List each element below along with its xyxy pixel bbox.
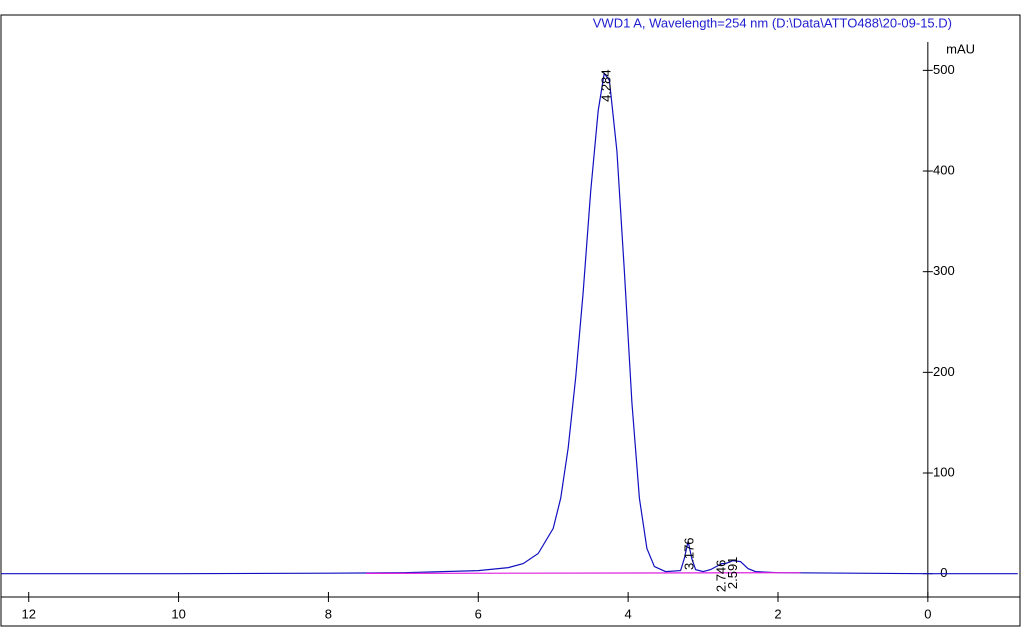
y-tick-label: 300 xyxy=(933,263,955,278)
y-tick-label: 400 xyxy=(933,162,955,177)
data-line xyxy=(365,572,801,574)
peak-label: 4.284 xyxy=(598,69,613,102)
x-tick-label: 12 xyxy=(21,606,35,621)
y-axis-label: mAU xyxy=(946,41,975,56)
x-tick-label: 0 xyxy=(924,606,931,621)
peak-label: 3.176 xyxy=(681,537,696,570)
x-tick-label: 10 xyxy=(171,606,185,621)
y-tick-label: 200 xyxy=(933,364,955,379)
x-tick-label: 2 xyxy=(774,606,781,621)
peak-label: 2.591 xyxy=(725,557,740,590)
x-tick-label: 6 xyxy=(475,606,482,621)
y-tick-label: 0 xyxy=(940,565,947,580)
y-tick-label: 500 xyxy=(933,62,955,77)
peak-label: 2.746 xyxy=(714,560,729,593)
plot-frame xyxy=(0,14,1021,627)
chart-title: VWD1 A, Wavelength=254 nm (D:\Data\ATTO4… xyxy=(593,15,952,30)
x-tick-label: 4 xyxy=(625,606,632,621)
y-tick-label: 100 xyxy=(933,464,955,479)
x-tick-label: 8 xyxy=(325,606,332,621)
data-line xyxy=(1,71,1018,575)
